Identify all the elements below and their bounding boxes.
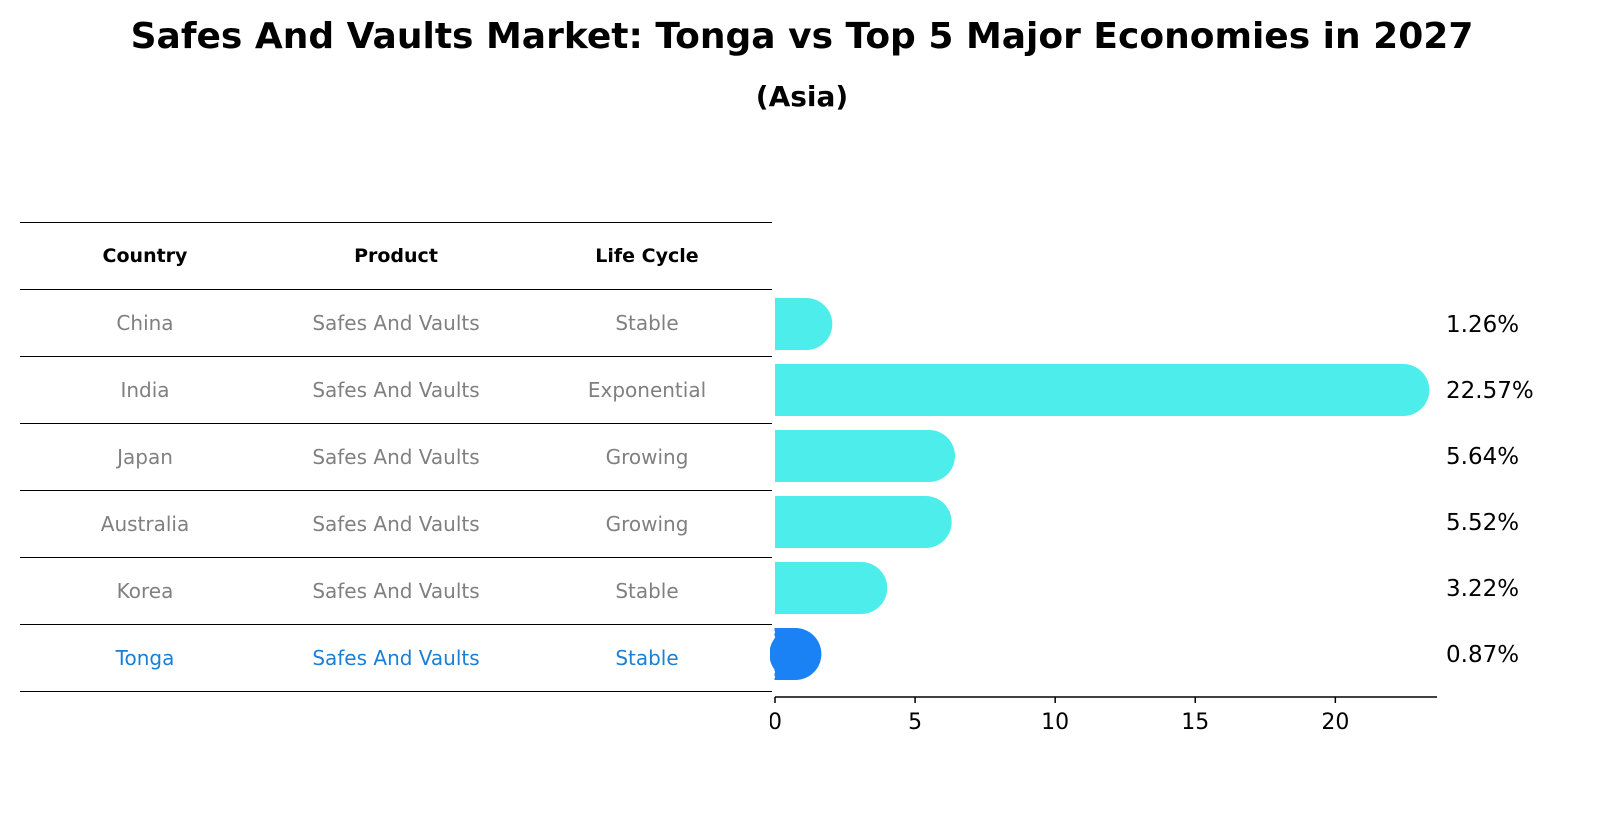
- x-tick-label: 20: [1321, 710, 1349, 735]
- x-tick-label: 5: [908, 710, 922, 735]
- bar-cap-korea: [835, 562, 888, 614]
- bar-cap-australia: [899, 496, 952, 548]
- data-table: Country Product Life Cycle China Safes A…: [20, 222, 772, 692]
- header-product: Product: [354, 245, 438, 267]
- bar-cap-japan: [903, 430, 956, 482]
- cell-life-cycle: Exponential: [587, 378, 707, 402]
- table-row: Japan Safes And Vaults Growing: [20, 423, 772, 490]
- chart-subtitle: (Asia): [755, 80, 849, 113]
- header-country: Country: [102, 245, 188, 267]
- cell-product: Safes And Vaults: [312, 378, 480, 402]
- table-row: India Safes And Vaults Exponential: [20, 356, 772, 423]
- value-label-japan: 5.64%: [1446, 444, 1519, 470]
- bar-cap-tonga: [770, 628, 822, 680]
- cell-product: Safes And Vaults: [312, 311, 480, 335]
- table-row: China Safes And Vaults Stable: [20, 289, 772, 356]
- cell-country: Tonga: [115, 646, 175, 670]
- cell-country: India: [120, 378, 170, 402]
- x-tick-label: 0: [770, 710, 782, 735]
- cell-product: Safes And Vaults: [312, 579, 480, 603]
- value-label-india: 22.57%: [1446, 378, 1534, 404]
- cell-life-cycle: Growing: [605, 445, 689, 469]
- cell-country: China: [116, 311, 174, 335]
- cell-country: Japan: [117, 445, 173, 469]
- table-row: Australia Safes And Vaults Growing: [20, 490, 772, 557]
- bar-india: [775, 364, 1404, 416]
- bar-cap-china: [780, 298, 833, 350]
- bar-cap-india: [1377, 364, 1430, 416]
- x-tick-label: 15: [1181, 710, 1209, 735]
- table-header-row: Country Product Life Cycle: [20, 222, 772, 289]
- cell-life-cycle: Growing: [605, 512, 689, 536]
- value-label-australia: 5.52%: [1446, 510, 1519, 536]
- x-tick-label: 10: [1041, 710, 1069, 735]
- value-label-korea: 3.22%: [1446, 576, 1519, 602]
- bar-chart: 1.26% 22.57% 5.64% 5.52% 3.22% 0.87% 0 5 10 15 20: [770, 298, 1534, 735]
- value-label-tonga: 0.87%: [1446, 642, 1519, 668]
- cell-life-cycle: Stable: [615, 311, 679, 335]
- cell-country: Korea: [116, 579, 174, 603]
- table-row-highlight: Tonga Safes And Vaults Stable: [20, 624, 772, 692]
- cell-product: Safes And Vaults: [312, 512, 480, 536]
- chart-title: Safes And Vaults Market: Tonga vs Top 5 …: [130, 16, 1474, 57]
- table-row: Korea Safes And Vaults Stable: [20, 557, 772, 624]
- cell-life-cycle: Stable: [615, 646, 679, 670]
- cell-life-cycle: Stable: [615, 579, 679, 603]
- cell-country: Australia: [100, 512, 190, 536]
- header-life-cycle: Life Cycle: [595, 245, 699, 267]
- value-label-china: 1.26%: [1446, 312, 1519, 338]
- cell-product: Safes And Vaults: [312, 646, 480, 670]
- cell-product: Safes And Vaults: [312, 445, 480, 469]
